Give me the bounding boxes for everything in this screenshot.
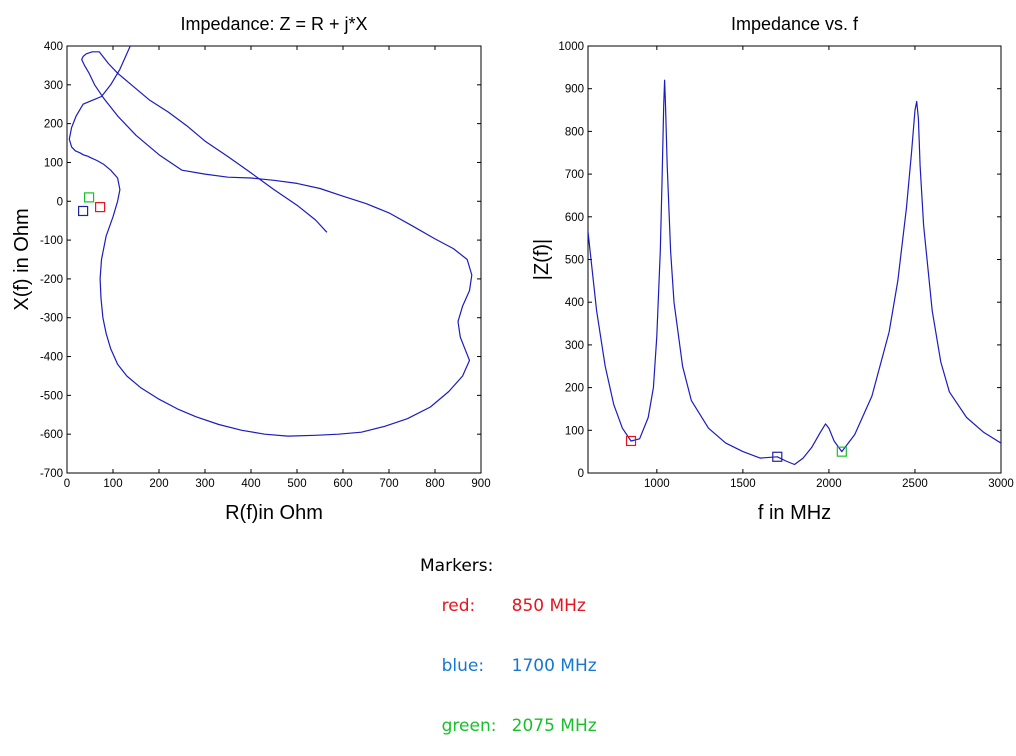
fz-x-axis-label: f in MHz — [758, 502, 831, 524]
rx-x-tick-label: 400 — [241, 478, 260, 490]
fz-y-tick-label: 200 — [565, 383, 584, 395]
fz-x-tick-label: 1000 — [644, 478, 670, 490]
fz-y-tick-label: 700 — [565, 169, 584, 181]
rx-x-tick-label: 300 — [195, 478, 214, 490]
rx-y-tick-label: 400 — [44, 41, 63, 53]
impedance-plane-chart: 0 100 200 300 400 500 600 700 800 900 -700 -600 -500… — [11, 14, 491, 524]
rx-x-tick-label: 600 — [333, 478, 352, 490]
fz-y-tick-label: 1000 — [558, 41, 584, 53]
fz-y-tick-label: 400 — [565, 297, 584, 309]
rx-x-tick-label: 500 — [287, 478, 306, 490]
markers-legend-row-blue: blue: 1700 MHz — [420, 636, 597, 696]
fz-marker-red — [625, 435, 637, 447]
rx-y-tick-label: -300 — [40, 313, 63, 325]
rx-x-tick-label: 100 — [103, 478, 122, 490]
fz-x-tick-label: 2500 — [902, 478, 928, 490]
markers-legend-row-green: green: 2075 MHz — [420, 696, 597, 756]
figure: 0 100 200 300 400 500 600 700 800 900 -700 -600 -500… — [11, 14, 1014, 524]
rx-marker-green — [83, 192, 95, 203]
rx-chart-title: Impedance: Z = R + j*X — [180, 14, 367, 34]
rx-y-tick-label: -700 — [40, 468, 63, 480]
rx-y-axis-label: X(f) in Ohm — [11, 208, 33, 310]
fz-x-tick-label: 1500 — [730, 478, 756, 490]
rx-x-axis-label: R(f)in Ohm — [225, 502, 323, 524]
markers-legend-title: Markers: — [420, 556, 494, 576]
fz-chart-title: Impedance vs. f — [731, 14, 859, 34]
rx-y-tick-label: -600 — [40, 429, 63, 441]
markers-legend-row-red: red: 850 MHz — [420, 576, 597, 636]
rx-x-tick-label: 700 — [379, 478, 398, 490]
fz-y-tick-label: 100 — [565, 425, 584, 437]
legend-label-red: red: — [441, 596, 476, 616]
rx-marker-blue — [77, 205, 89, 217]
rx-y-tick-label: 100 — [44, 157, 63, 169]
fz-x-tick-label: 3000 — [988, 478, 1014, 490]
markers-legend: Markers: red: 850 MHz blue: 1700 MHz green… — [420, 556, 597, 756]
rx-y-tick-label: 0 — [57, 196, 63, 208]
rx-y-tick-label: -100 — [40, 235, 63, 247]
rx-y-tick-label: 200 — [44, 119, 63, 131]
legend-value-green: 2075 MHz — [511, 716, 597, 736]
rx-plot-frame — [66, 45, 482, 474]
rx-x-tick-label: 200 — [149, 478, 168, 490]
legend-value-red: 850 MHz — [511, 596, 586, 616]
fz-y-axis-label: |Z(f)| — [531, 239, 553, 280]
rx-x-tick-label: 900 — [471, 478, 490, 490]
fz-marker-blue — [772, 451, 783, 462]
impedance-vs-frequency-chart: 1000 1500 2000 2500 3000 0 100 200 300 400 500 600 7… — [531, 14, 1014, 524]
rx-y-tick-label: -500 — [40, 390, 63, 402]
rx-x-tick-label: 0 — [64, 478, 70, 490]
fz-y-tick-label: 300 — [565, 340, 584, 352]
fz-y-tick-label: 500 — [565, 255, 584, 267]
fz-y-tick-label: 900 — [565, 84, 584, 96]
fz-series-line — [588, 79, 1001, 466]
rx-series-line — [68, 46, 473, 437]
legend-label-green: green: — [441, 716, 497, 736]
fz-y-tick-label: 800 — [565, 126, 584, 138]
fz-marker-green — [836, 446, 847, 457]
rx-y-tick-label: -200 — [40, 274, 63, 286]
rx-y-tick-label: 300 — [44, 80, 63, 92]
legend-value-blue: 1700 MHz — [511, 656, 597, 676]
fz-y-tick-label: 0 — [578, 468, 584, 480]
fz-y-tick-label: 600 — [565, 212, 584, 224]
fz-x-tick-label: 2000 — [816, 478, 842, 490]
rx-marker-red — [95, 201, 106, 213]
legend-label-blue: blue: — [441, 656, 485, 676]
rx-x-tick-label: 800 — [425, 478, 444, 490]
rx-y-tick-label: -400 — [40, 352, 63, 364]
